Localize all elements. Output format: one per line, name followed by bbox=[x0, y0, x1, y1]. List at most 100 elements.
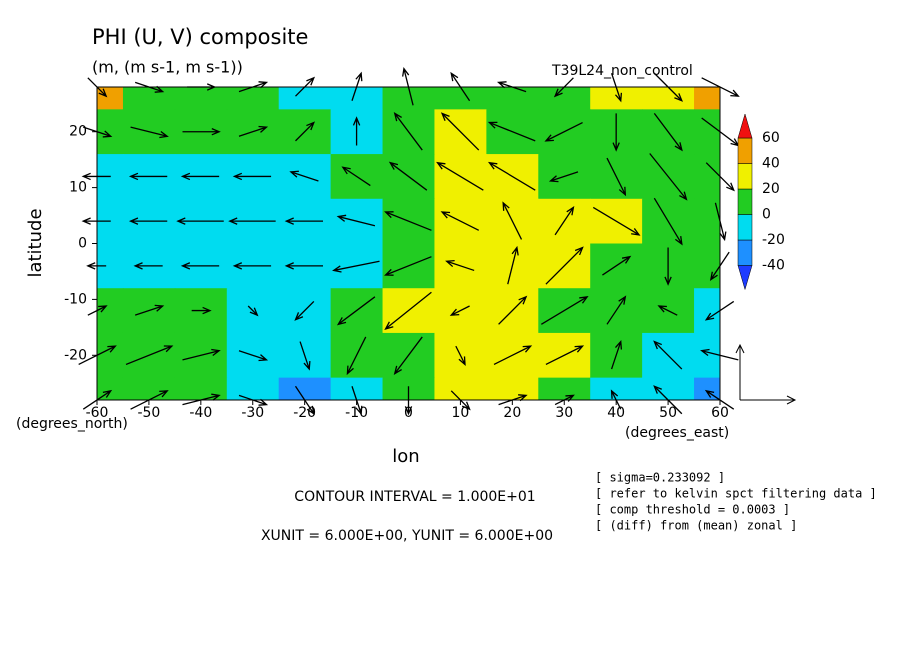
contour-cell bbox=[97, 288, 124, 334]
wind-vector bbox=[128, 172, 168, 181]
y-tick-label: 20 bbox=[69, 124, 87, 140]
wind-vector bbox=[299, 341, 311, 371]
wind-vector bbox=[182, 128, 221, 136]
contour-interval: CONTOUR INTERVAL = 1.000E+01 bbox=[294, 489, 535, 505]
chart-title: PHI (U, V) composite bbox=[92, 25, 308, 49]
contour-cell bbox=[226, 377, 280, 401]
contour-cell bbox=[694, 288, 721, 334]
colorbar-label: 20 bbox=[762, 181, 780, 197]
wind-vector bbox=[295, 121, 316, 142]
contour-cell bbox=[97, 332, 124, 379]
reference-vector-y bbox=[735, 343, 745, 400]
x-tick-label: -50 bbox=[137, 405, 160, 421]
wind-vector bbox=[247, 305, 259, 317]
x-tick-label: 60 bbox=[711, 405, 729, 421]
wind-vector bbox=[238, 125, 269, 137]
contour-cell bbox=[694, 377, 721, 401]
contour-cell bbox=[434, 87, 487, 110]
wind-vector bbox=[228, 217, 276, 225]
note: [ (diff) from (mean) zonal ] bbox=[595, 519, 797, 533]
reference-vector-x bbox=[740, 395, 797, 405]
colorbar-label: 40 bbox=[762, 156, 780, 172]
y-axis-label: latitude bbox=[25, 208, 46, 277]
contour-cell bbox=[278, 87, 332, 110]
wind-vector bbox=[487, 161, 536, 191]
contour-cell bbox=[434, 377, 487, 401]
x-tick-label: -30 bbox=[241, 405, 264, 421]
colorbar-label: 0 bbox=[762, 207, 771, 223]
contour-cell bbox=[590, 377, 643, 401]
colorbar-box bbox=[737, 137, 753, 164]
contour-cell bbox=[174, 87, 228, 110]
contour-cell bbox=[382, 87, 435, 110]
wind-vector bbox=[487, 121, 536, 142]
run-tag: T39L24_non_control bbox=[551, 63, 693, 79]
wind-vector bbox=[336, 214, 376, 227]
contour-cell bbox=[642, 87, 695, 110]
wind-vector bbox=[498, 295, 528, 325]
wind-vector bbox=[440, 211, 480, 231]
wind-vector bbox=[332, 260, 380, 273]
contour-fill bbox=[97, 87, 721, 401]
wind-vector bbox=[455, 345, 466, 366]
x-tick-label: 30 bbox=[555, 405, 573, 421]
x-unit-label: (degrees_east) bbox=[625, 425, 729, 441]
y-tick-label: -20 bbox=[64, 347, 87, 363]
colorbar-label: -20 bbox=[762, 232, 785, 248]
contour-cell bbox=[330, 87, 384, 110]
chart-subtitle: (m, (m s-1, m s-1)) bbox=[92, 58, 243, 77]
y-tick-label: -10 bbox=[64, 291, 87, 307]
contour-cell bbox=[97, 109, 124, 155]
x-tick-label: 20 bbox=[503, 405, 521, 421]
wind-vector bbox=[388, 161, 428, 191]
wind-vector bbox=[134, 304, 165, 316]
wind-vector bbox=[653, 197, 683, 246]
wind-vector bbox=[294, 300, 315, 321]
y-tick-label: 0 bbox=[78, 236, 87, 252]
note: [ refer to kelvin spct filtering data ] bbox=[595, 487, 877, 501]
wind-vector bbox=[125, 345, 174, 366]
wind-vector bbox=[336, 296, 376, 326]
contour-cell bbox=[538, 377, 591, 401]
wind-vector bbox=[649, 153, 688, 201]
x-tick-label: 40 bbox=[607, 405, 625, 421]
colorbar-triangle bbox=[737, 265, 753, 291]
wind-vector bbox=[289, 170, 319, 182]
wind-vector bbox=[191, 306, 212, 315]
wind-vector bbox=[238, 350, 269, 362]
vector-units: XUNIT = 6.000E+00, YUNIT = 6.000E+00 bbox=[261, 528, 553, 544]
colorbar-box bbox=[737, 214, 753, 241]
x-tick-label: -20 bbox=[293, 405, 316, 421]
contour-cell bbox=[694, 109, 721, 155]
contour-cell bbox=[97, 377, 124, 401]
wind-vector bbox=[548, 171, 579, 183]
wind-vector bbox=[610, 339, 623, 370]
contour-cell bbox=[174, 377, 228, 401]
wind-vector bbox=[384, 291, 432, 330]
wind-vector bbox=[284, 262, 323, 270]
wind-vector bbox=[232, 262, 272, 270]
wind-vector bbox=[176, 217, 224, 225]
note: [ comp threshold = 0.0003 ] bbox=[595, 503, 790, 517]
wind-vector bbox=[440, 112, 480, 151]
contour-cell bbox=[486, 377, 539, 401]
wind-vector bbox=[130, 126, 169, 139]
wind-vector bbox=[384, 211, 432, 231]
wind-vector bbox=[341, 166, 371, 187]
wind-vector bbox=[436, 161, 484, 191]
wind-vector bbox=[657, 305, 678, 316]
x-tick-label: -40 bbox=[189, 405, 212, 421]
wind-vector bbox=[606, 295, 627, 325]
contour-cell bbox=[642, 377, 695, 401]
wind-vector bbox=[653, 112, 683, 152]
wind-vector bbox=[284, 217, 323, 225]
wind-vector bbox=[507, 245, 519, 285]
x-tick-label: -10 bbox=[345, 405, 368, 421]
contour-cell bbox=[122, 377, 176, 401]
wind-vector bbox=[352, 116, 361, 146]
wind-vector bbox=[180, 172, 220, 181]
wind-vector bbox=[232, 172, 272, 181]
wind-vector bbox=[493, 345, 533, 366]
contour-cell bbox=[538, 87, 591, 110]
